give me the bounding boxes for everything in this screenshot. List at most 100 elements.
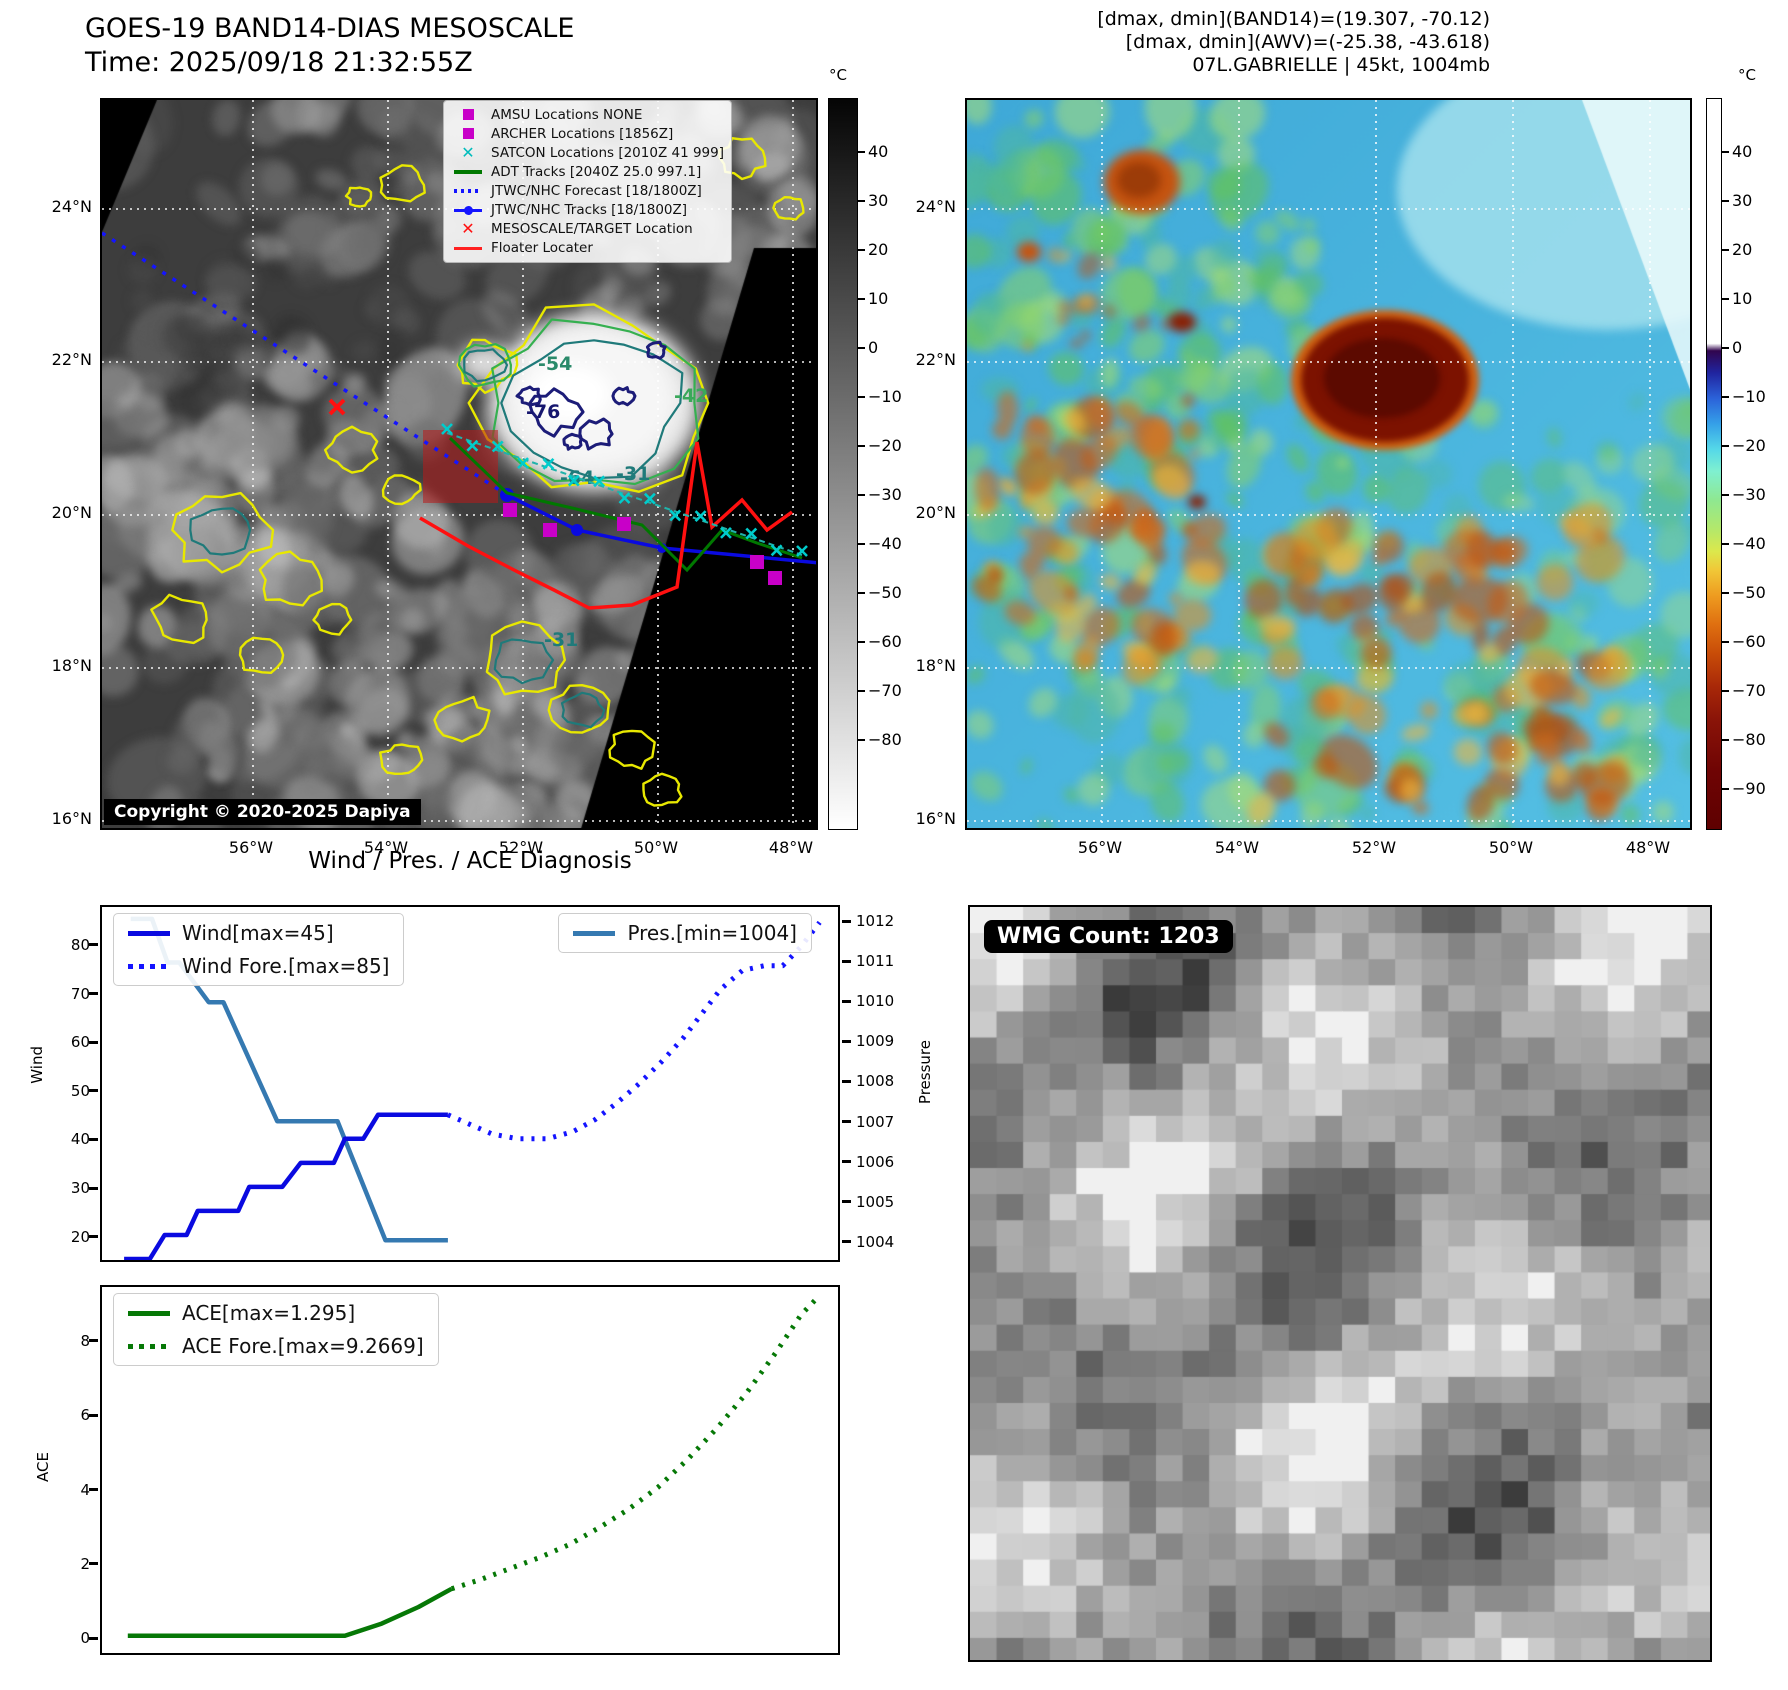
wind-axis-label: Wind: [28, 1046, 46, 1084]
ace-tick-mark: [89, 1636, 98, 1640]
pressure-tick-mark: [842, 999, 851, 1003]
wind-line-icon: [128, 930, 170, 936]
wind-tick-label: 30: [70, 1179, 90, 1198]
map-legend-label: AMSU Locations NONE: [491, 106, 643, 123]
colorbar-tick-label: −30: [868, 485, 902, 504]
map-legend-item: ADT Tracks [2040Z 25.0 997.1]: [450, 163, 725, 181]
series-forecast: [446, 920, 822, 1142]
wind-legend-label: Wind[max=45]: [182, 921, 334, 945]
wmg-image: [970, 907, 1710, 1660]
wind-tick-mark: [89, 1186, 98, 1190]
pressure-tick-label: 1007: [856, 1112, 895, 1131]
colorbar-tick-label: 10: [868, 289, 889, 308]
colorbar-tick-mark: [1722, 200, 1729, 202]
colorbar-tick-label: −80: [868, 730, 902, 749]
band14-colorbar: [828, 98, 858, 830]
legend-item: Wind[max=45]: [128, 921, 389, 945]
pressure-tick-label: 1011: [856, 952, 895, 971]
map-legend-item: ✕ SATCON Locations [2010Z 41 999]: [450, 144, 725, 162]
wind-legend: Wind[max=45] Wind Fore.[max=85]: [113, 913, 405, 986]
colorbar-tick-mark: [1722, 543, 1729, 545]
lon-tick-label: 54°W: [1214, 838, 1260, 857]
wind-forecast-legend-label: Wind Fore.[max=85]: [182, 954, 390, 978]
map-legend-item: ✕ MESOSCALE/TARGET Location: [450, 221, 725, 239]
colorbar-tick-label: −60: [1732, 632, 1766, 651]
colorbar-tick-label: −20: [868, 436, 902, 455]
series-observed: [127, 1586, 453, 1638]
awv-header-awv-range: [dmax, dmin](AWV)=(-25.38, -43.618): [1125, 31, 1490, 53]
colorbar-tick-mark: [1722, 788, 1729, 790]
wmg-count-label: WMG Count: 1203: [984, 920, 1233, 953]
map-legend-item: JTWC/NHC Forecast [18/1800Z]: [450, 182, 725, 200]
awv-header-band14-range: [dmax, dmin](BAND14)=(19.307, -70.12): [1097, 8, 1490, 30]
colorbar-tick-mark: [1722, 298, 1729, 300]
band14-time: Time: 2025/09/18 21:32:55Z: [85, 47, 473, 78]
map-legend-label: MESOSCALE/TARGET Location: [491, 221, 693, 238]
band14-map-legend: AMSU Locations NONE ARCHER Locations [185…: [443, 100, 732, 264]
pressure-axis-label: Pressure: [916, 1040, 934, 1105]
colorbar-tick-label: 30: [1732, 191, 1753, 210]
pressure-tick-label: 1006: [856, 1152, 895, 1171]
colorbar-tick-label: 30: [868, 191, 889, 210]
colorbar-tick-mark: [858, 494, 865, 496]
map-legend-item: AMSU Locations NONE: [450, 106, 725, 124]
pressure-tick-mark: [842, 1120, 851, 1124]
lon-tick-label: 52°W: [1351, 838, 1397, 857]
wind-tick-mark: [89, 1040, 98, 1044]
wind-tick-label: 40: [70, 1130, 90, 1149]
pressure-tick-label: 1005: [856, 1192, 895, 1211]
lat-tick-label: 20°N: [915, 503, 956, 522]
pressure-tick-label: 1008: [856, 1072, 895, 1091]
colorbar-tick-mark: [1722, 445, 1729, 447]
series-forecast: [450, 1293, 822, 1592]
awv-satellite-image: [967, 100, 1690, 828]
lon-tick-label: 48°W: [768, 838, 814, 857]
lon-tick-label: 56°W: [1077, 838, 1123, 857]
map-legend-label: ARCHER Locations [1856Z]: [491, 125, 674, 142]
colorbar-tick-label: −50: [1732, 583, 1766, 602]
pressure-tick-mark: [842, 1200, 851, 1204]
colorbar-tick-label: −20: [1732, 436, 1766, 455]
colorbar-tick-label: 20: [868, 240, 889, 259]
wmg-panel: WMG Count: 1203: [968, 905, 1712, 1662]
map-legend-label: ADT Tracks [2040Z 25.0 997.1]: [491, 164, 702, 181]
pressure-tick-label: 1010: [856, 992, 895, 1011]
legend-item: Pres.[min=1004]: [573, 921, 797, 945]
colorbar-tick-mark: [858, 592, 865, 594]
ace-tick-mark: [89, 1488, 98, 1492]
pressure-line-icon: [573, 930, 616, 936]
map-legend-label: Floater Locater: [491, 240, 593, 257]
lat-tick-label: 16°N: [51, 809, 92, 828]
ace-tick-label: 6: [80, 1406, 90, 1425]
lon-tick-label: 50°W: [1488, 838, 1534, 857]
wind-tick-label: 60: [70, 1033, 90, 1052]
pressure-legend-label: Pres.[min=1004]: [627, 921, 797, 945]
colorbar-tick-label: 0: [868, 338, 879, 357]
x-marker-icon: ✕: [461, 142, 475, 162]
colorbar-tick-label: −40: [1732, 534, 1766, 553]
ace-chart: ACE[max=1.295] ACE Fore.[max=9.2669]: [100, 1285, 840, 1655]
colorbar-tick-mark: [1722, 739, 1729, 741]
colorbar-tick-mark: [858, 200, 865, 202]
map-legend-label: SATCON Locations [2010Z 41 999]: [491, 144, 724, 161]
pressure-tick-mark: [842, 919, 851, 923]
pressure-legend: Pres.[min=1004]: [558, 913, 812, 953]
colorbar-tick-label: −90: [1732, 779, 1766, 798]
colorbar-tick-label: −40: [868, 534, 902, 553]
colorbar-tick-mark: [1722, 494, 1729, 496]
band14-map: -76 -64 -54 -42 -31 -31 AMSU Locations NONE AR…: [100, 98, 818, 830]
colorbar-tick-mark: [1722, 396, 1729, 398]
colorbar-tick-mark: [858, 543, 865, 545]
colorbar-tick-label: −60: [868, 632, 902, 651]
map-legend-item: JTWC/NHC Tracks [18/1800Z]: [450, 201, 725, 219]
ace-legend: ACE[max=1.295] ACE Fore.[max=9.2669]: [113, 1293, 439, 1366]
colorbar-tick-label: −10: [1732, 387, 1766, 406]
copyright-label: Copyright © 2020-2025 Dapiya: [104, 799, 421, 825]
colorbar-tick-mark: [1722, 347, 1729, 349]
square-marker-icon: [450, 109, 486, 121]
wind-tick-mark: [89, 1089, 98, 1093]
wind-tick-mark: [89, 992, 98, 996]
ace-tick-mark: [89, 1413, 98, 1417]
colorbar-tick-mark: [858, 298, 865, 300]
